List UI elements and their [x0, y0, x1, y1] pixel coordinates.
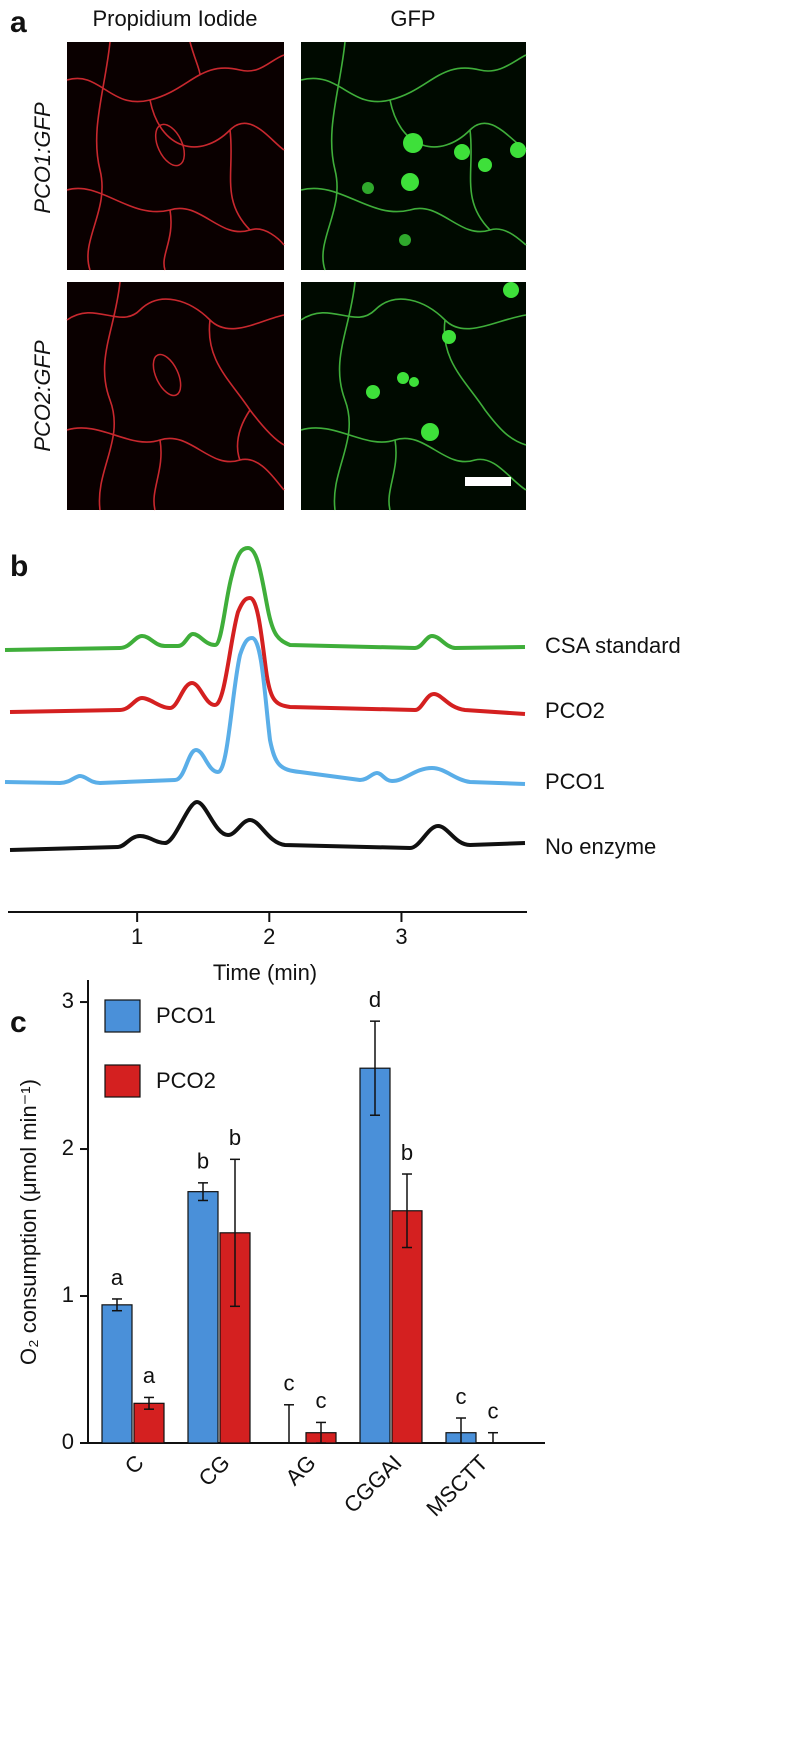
error-bar	[230, 1158, 240, 1308]
legend-label: PCO2	[156, 1068, 216, 1093]
significance-letter: c	[488, 1399, 499, 1424]
legend-label: PCO1	[156, 1003, 216, 1028]
error-bar	[488, 1431, 498, 1443]
significance-letter: b	[197, 1149, 209, 1174]
error-bar	[402, 1173, 412, 1249]
trace-label: No enzyme	[545, 834, 656, 859]
error-bar	[284, 1404, 294, 1443]
column-title: GFP	[390, 6, 435, 31]
bar	[101, 1304, 133, 1443]
trace-label: CSA standard	[545, 633, 681, 658]
trace	[9, 800, 526, 852]
y-tick-label: 3	[62, 988, 74, 1013]
panel-label: a	[10, 6, 27, 39]
x-tick-label: CG	[194, 1450, 235, 1491]
significance-letter: b	[229, 1125, 241, 1150]
trace	[4, 636, 526, 786]
x-tick-label: 3	[395, 924, 407, 949]
bar	[359, 1067, 391, 1443]
trace	[9, 596, 526, 716]
panel-label: c	[10, 1006, 27, 1039]
trace	[4, 546, 526, 652]
significance-letter: c	[456, 1384, 467, 1409]
error-bar	[370, 1020, 380, 1116]
significance-letter: a	[111, 1265, 124, 1290]
error-bar	[316, 1421, 326, 1443]
panel-label: b	[10, 550, 28, 583]
significance-letter: c	[284, 1371, 295, 1396]
y-tick-label: 2	[62, 1135, 74, 1160]
error-bar	[144, 1396, 154, 1410]
error-bar	[456, 1417, 466, 1443]
x-tick-label: C	[120, 1450, 149, 1479]
legend-swatch	[104, 1064, 141, 1098]
row-label: PCO1:GFP	[30, 102, 55, 214]
y-axis-label: O₂ consumption (μmol min⁻¹)	[16, 1079, 41, 1365]
trace-label: PCO1	[545, 769, 605, 794]
x-tick-label: CGGAI	[339, 1450, 407, 1518]
significance-letter: d	[369, 987, 381, 1012]
error-bar	[198, 1182, 208, 1202]
x-tick-label: AG	[280, 1450, 320, 1490]
y-tick-label: 1	[62, 1282, 74, 1307]
column-title: Propidium Iodide	[92, 6, 257, 31]
plot-area	[101, 1020, 498, 1443]
x-tick-label: 1	[131, 924, 143, 949]
micrograph	[66, 281, 285, 511]
x-axis-label: Time (min)	[213, 960, 317, 985]
error-bar	[112, 1298, 122, 1312]
micrograph	[300, 281, 527, 511]
row-label: PCO2:GFP	[30, 340, 55, 452]
micrograph	[66, 41, 285, 271]
y-tick-label: 0	[62, 1429, 74, 1454]
micrograph	[300, 41, 527, 271]
x-tick-label: 2	[263, 924, 275, 949]
significance-letter: a	[143, 1363, 156, 1388]
significance-letter: c	[316, 1388, 327, 1413]
x-tick-label: MSCTT	[421, 1450, 492, 1521]
bar	[391, 1210, 423, 1443]
legend-swatch	[104, 999, 141, 1033]
significance-letter: b	[401, 1140, 413, 1165]
trace-label: PCO2	[545, 698, 605, 723]
bar	[187, 1191, 219, 1443]
